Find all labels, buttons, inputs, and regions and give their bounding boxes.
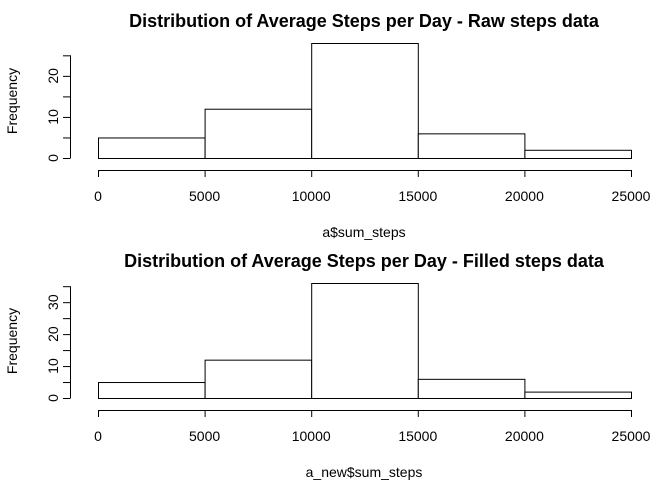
histogram-panel-filled: Distribution of Average Steps per Day - …	[4, 251, 651, 480]
y-tick-label: 20	[45, 326, 61, 342]
histogram-bar	[98, 382, 206, 399]
x-tick-label: 5000	[189, 188, 220, 204]
y-axis-label: Frequency	[4, 308, 20, 374]
histogram-bar	[204, 359, 313, 399]
x-axis-label: a_new$sum_steps	[306, 464, 423, 480]
x-axis-label: a$sum_steps	[322, 224, 405, 240]
histogram-bar	[204, 108, 313, 159]
y-axis: 0 10 20	[45, 55, 71, 162]
bars-group	[98, 283, 633, 400]
y-tick-label: 10	[45, 109, 61, 125]
x-tick-label: 10000	[292, 428, 331, 444]
x-tick-label: 20000	[505, 188, 544, 204]
y-tick-label: 0	[45, 394, 61, 402]
histogram-bar	[417, 378, 526, 400]
y-tick-label: 30	[45, 294, 61, 310]
x-tick-label: 15000	[398, 188, 437, 204]
x-tick-label: 20000	[505, 428, 544, 444]
y-tick-label: 10	[45, 358, 61, 374]
x-tick-label: 0	[94, 428, 102, 444]
x-tick-label: 15000	[398, 428, 437, 444]
y-axis: 0 10 20 30	[45, 286, 71, 402]
y-tick-label: 0	[45, 154, 61, 162]
x-tick-label: 25000	[612, 428, 651, 444]
y-tick-label: 20	[45, 68, 61, 84]
x-tick-label: 5000	[189, 428, 220, 444]
chart-title: Distribution of Average Steps per Day - …	[124, 251, 605, 271]
y-axis-label: Frequency	[4, 68, 20, 134]
histogram-bar	[311, 43, 419, 159]
x-axis: 0 5000 10000 15000 20000 25000	[94, 170, 651, 204]
histogram-bar	[311, 283, 419, 399]
x-axis: 0 5000 10000 15000 20000 25000	[94, 410, 651, 444]
histogram-bar	[417, 133, 526, 160]
x-tick-label: 10000	[292, 188, 331, 204]
x-tick-label: 25000	[612, 188, 651, 204]
bars-group	[98, 43, 633, 160]
histogram-panel-raw: Distribution of Average Steps per Day - …	[4, 11, 651, 240]
histogram-bar	[524, 149, 633, 160]
x-tick-label: 0	[94, 188, 102, 204]
histogram-bar	[524, 391, 633, 400]
histogram-bar	[98, 137, 206, 159]
chart-title: Distribution of Average Steps per Day - …	[129, 11, 600, 31]
